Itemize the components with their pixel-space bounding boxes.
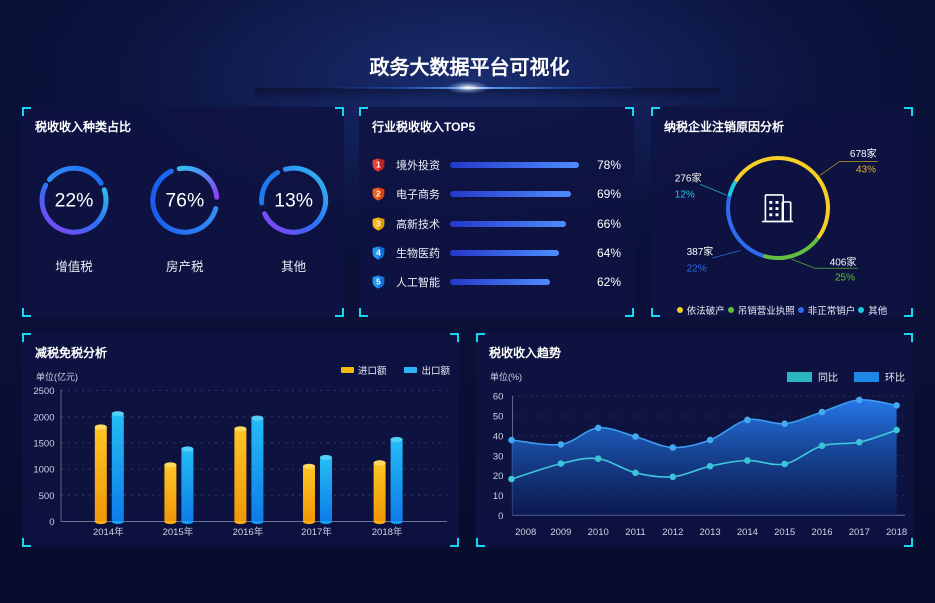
svg-text:2013: 2013 [700,527,721,538]
svg-text:2012: 2012 [662,527,683,538]
svg-text:50: 50 [493,412,504,423]
svg-text:4: 4 [376,247,381,257]
svg-text:25%: 25% [835,273,855,284]
svg-text:5: 5 [376,277,381,287]
svg-text:43%: 43% [856,165,876,176]
svg-text:2000: 2000 [33,412,54,423]
svg-text:76%: 76% [165,189,204,211]
svg-text:13%: 13% [274,189,313,211]
svg-text:2017: 2017 [849,527,870,538]
svg-text:2014年: 2014年 [93,526,124,538]
svg-text:500: 500 [39,491,55,502]
svg-text:60: 60 [493,392,504,403]
svg-text:房产税: 房产税 [166,259,204,274]
svg-text:2015年: 2015年 [163,526,194,538]
svg-text:20: 20 [493,471,504,482]
svg-text:22%: 22% [55,189,94,211]
svg-text:30: 30 [493,451,504,462]
svg-text:0: 0 [49,517,54,528]
svg-text:2011: 2011 [625,527,645,538]
svg-text:2010: 2010 [588,527,609,538]
svg-text:387家: 387家 [687,245,714,258]
svg-text:2018年: 2018年 [372,526,403,538]
svg-text:3: 3 [376,218,381,228]
svg-text:1: 1 [376,160,381,170]
svg-text:0: 0 [498,511,503,522]
svg-text:其他: 其他 [281,260,307,274]
svg-text:2014: 2014 [737,527,758,538]
svg-text:40: 40 [493,431,504,442]
svg-text:2: 2 [376,189,381,199]
svg-text:276家: 276家 [675,172,702,185]
svg-text:2018: 2018 [886,527,907,538]
svg-text:12%: 12% [675,190,695,201]
svg-text:2015: 2015 [774,527,795,538]
svg-text:2008: 2008 [515,527,536,538]
svg-text:678家: 678家 [850,147,877,160]
svg-text:10: 10 [493,491,504,502]
svg-text:1500: 1500 [33,439,54,450]
svg-text:1000: 1000 [33,465,54,476]
svg-text:406家: 406家 [830,255,857,268]
svg-text:22%: 22% [687,264,707,275]
svg-text:2016: 2016 [811,527,832,538]
svg-text:2500: 2500 [33,386,54,397]
svg-text:2016年: 2016年 [233,526,264,538]
svg-text:2009: 2009 [550,527,571,538]
svg-text:2017年: 2017年 [301,526,332,538]
svg-text:增值税: 增值税 [55,259,93,274]
